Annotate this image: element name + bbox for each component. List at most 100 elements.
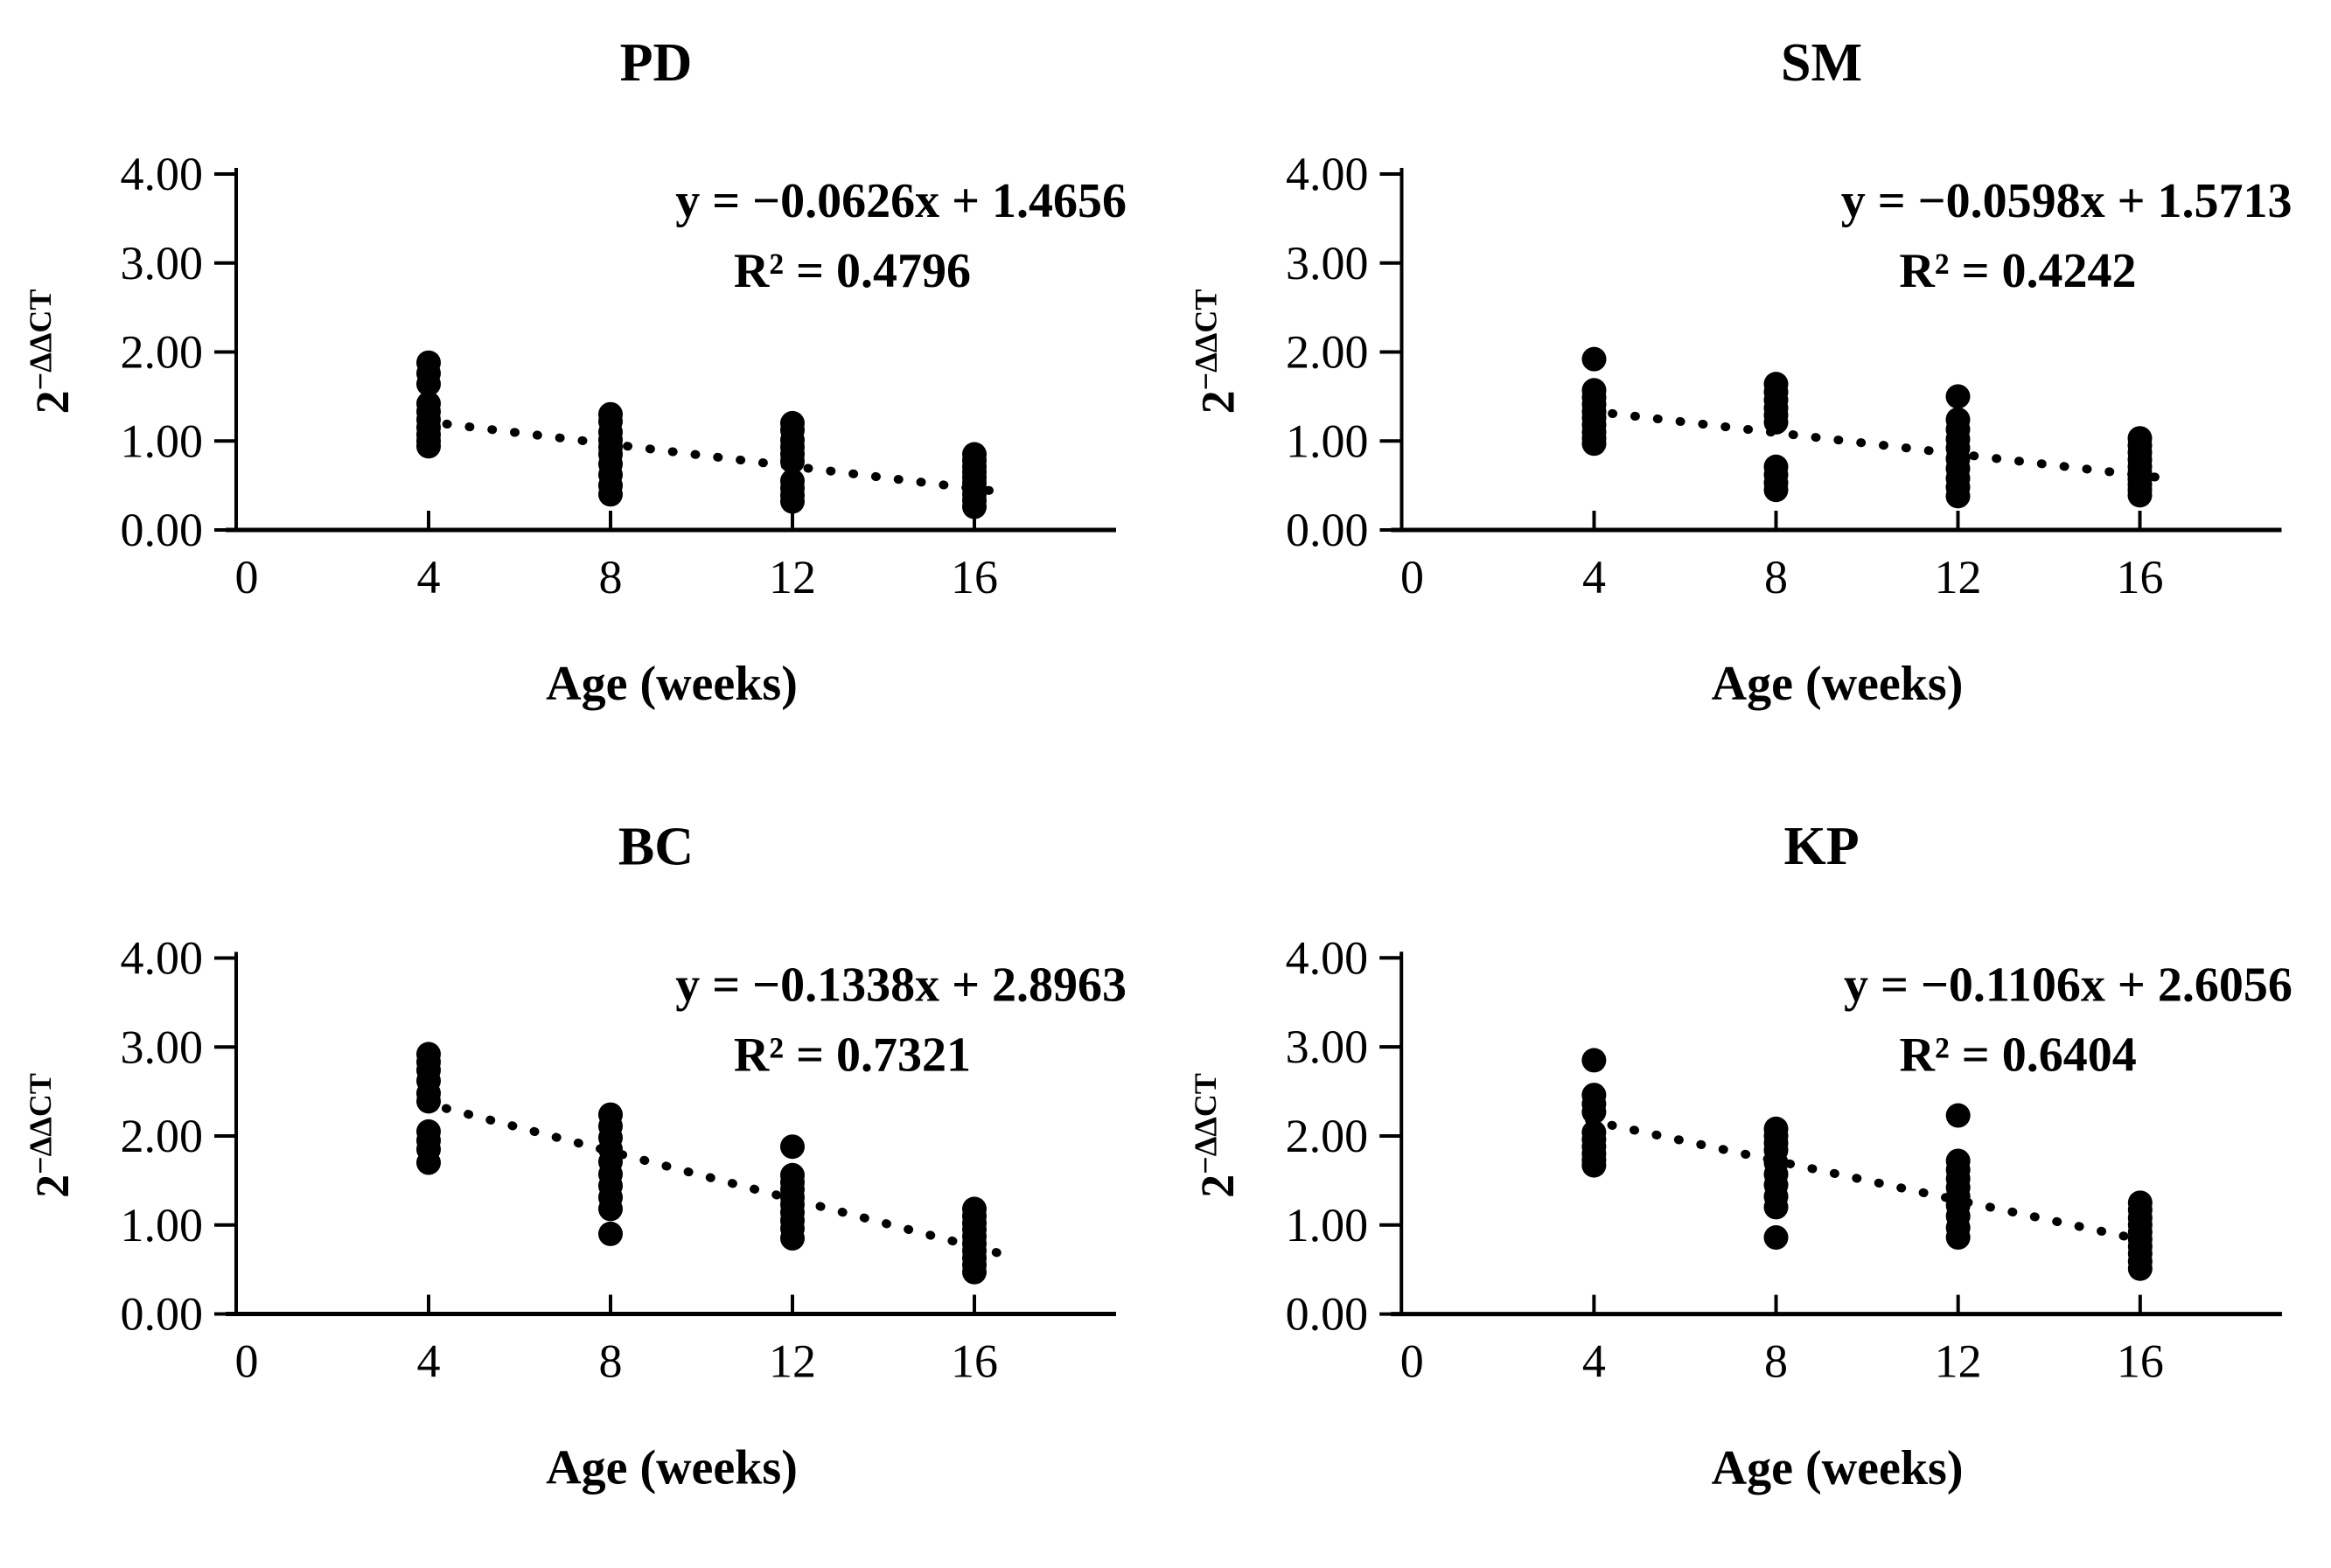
y-axis-title-base: 2 bbox=[1192, 390, 1245, 414]
data-point bbox=[1581, 1099, 1607, 1125]
x-tick-label: 12 bbox=[769, 551, 816, 603]
y-tick-label: 4.00 bbox=[1286, 931, 1369, 984]
data-point bbox=[1945, 484, 1971, 509]
x-axis-title: Age (weeks) bbox=[1712, 1441, 1964, 1495]
y-axis-title: 2−ΔΔCT bbox=[1189, 289, 1245, 415]
y-axis-title-superscript: −ΔΔCT bbox=[1189, 289, 1224, 391]
chart-panel-sm: SM y = −0.0598x + 1.5713 R² = 0.4242 0.00 1.… bbox=[1165, 0, 2331, 784]
data-point bbox=[1581, 1153, 1607, 1178]
equation-label: y = −0.1106x + 2.6056 bbox=[1844, 958, 2293, 1012]
x-tick-label: 8 bbox=[1764, 1335, 1788, 1388]
scatter-chart-pd: PD y = −0.0626x + 1.4656 R² = 0.4796 0.00 1.… bbox=[23, 33, 1127, 711]
y-tick-label: 0.00 bbox=[121, 504, 204, 556]
data-point bbox=[962, 494, 987, 519]
y-axis-title: 2−ΔΔCT bbox=[1188, 1073, 1244, 1198]
y-axis-title-base: 2 bbox=[26, 390, 79, 414]
chart-title: KP bbox=[1783, 817, 1859, 876]
y-axis-title-base: 2 bbox=[1191, 1174, 1244, 1198]
data-point bbox=[1763, 1195, 1789, 1220]
x-axis-title: Age (weeks) bbox=[1712, 657, 1964, 711]
x-tick-label: 16 bbox=[2117, 1335, 2164, 1388]
x-tick-label: 12 bbox=[1935, 551, 1982, 603]
y-axis-title-superscript: −ΔΔCT bbox=[23, 289, 58, 391]
data-point bbox=[1581, 431, 1607, 456]
y-tick-label: 1.00 bbox=[1286, 1199, 1369, 1251]
y-tick-label: 1.00 bbox=[121, 1199, 204, 1251]
y-tick-label: 1.00 bbox=[121, 415, 204, 467]
data-point bbox=[598, 482, 623, 507]
y-axis-title: 2−ΔΔCT bbox=[23, 1073, 79, 1198]
y-tick-label: 3.00 bbox=[1286, 1021, 1369, 1073]
data-point bbox=[598, 1221, 623, 1246]
data-point bbox=[780, 449, 805, 474]
chart-title: SM bbox=[1781, 33, 1862, 93]
scatter-chart-sm: SM y = −0.0598x + 1.5713 R² = 0.4242 0.00 1.… bbox=[1189, 33, 2293, 711]
x-tick-label: 0 bbox=[235, 551, 259, 603]
y-tick-label: 4.00 bbox=[121, 148, 204, 200]
r-squared-label: R² = 0.6404 bbox=[1900, 1028, 2137, 1082]
x-tick-label: 16 bbox=[2117, 551, 2164, 603]
x-tick-label: 12 bbox=[769, 1335, 816, 1388]
x-axis-title: Age (weeks) bbox=[546, 1441, 798, 1495]
y-tick-label: 2.00 bbox=[121, 1110, 204, 1162]
data-point bbox=[416, 1150, 441, 1175]
data-point bbox=[1581, 1048, 1607, 1073]
equation-label: y = −0.0626x + 1.4656 bbox=[675, 174, 1127, 228]
x-tick-label: 0 bbox=[235, 1335, 259, 1388]
data-point bbox=[1763, 477, 1789, 503]
trend-line bbox=[1585, 406, 2172, 484]
data-point bbox=[1945, 384, 1971, 409]
r-squared-label: R² = 0.4796 bbox=[734, 244, 971, 298]
y-tick-label: 4.00 bbox=[121, 932, 204, 985]
chart-panel-pd: PD y = −0.0626x + 1.4656 R² = 0.4796 0.00 1.… bbox=[0, 0, 1165, 784]
y-tick-label: 2.00 bbox=[121, 326, 204, 379]
data-point bbox=[598, 1196, 623, 1222]
y-axis-title: 2−ΔΔCT bbox=[23, 289, 79, 415]
y-tick-label: 2.00 bbox=[1286, 326, 1369, 379]
data-point bbox=[2127, 1256, 2153, 1281]
r-squared-label: R² = 0.7321 bbox=[734, 1028, 971, 1083]
x-tick-label: 4 bbox=[417, 551, 441, 603]
equation-label: y = −0.1338x + 2.8963 bbox=[675, 958, 1127, 1013]
y-tick-label: 0.00 bbox=[1286, 1288, 1369, 1341]
data-point bbox=[416, 372, 441, 397]
x-tick-label: 16 bbox=[951, 551, 998, 603]
x-tick-label: 0 bbox=[1400, 551, 1424, 603]
y-axis-title-base: 2 bbox=[26, 1174, 79, 1198]
x-tick-label: 16 bbox=[951, 1335, 998, 1388]
y-tick-label: 1.00 bbox=[1286, 415, 1369, 467]
x-tick-label: 8 bbox=[599, 1335, 623, 1388]
chart-panel-kp: KP y = −0.1106x + 2.6056 R² = 0.6404 0.00 1.… bbox=[1165, 784, 2331, 1568]
trend-line bbox=[1585, 1116, 2173, 1251]
x-tick-label: 8 bbox=[599, 551, 623, 603]
x-tick-label: 8 bbox=[1764, 551, 1788, 603]
data-point bbox=[780, 1226, 805, 1251]
y-axis-title-superscript: −ΔΔCT bbox=[1188, 1073, 1223, 1174]
r-squared-label: R² = 0.4242 bbox=[1899, 244, 2136, 298]
data-point bbox=[1581, 346, 1607, 372]
scatter-chart-kp: KP y = −0.1106x + 2.6056 R² = 0.6404 0.00 1.… bbox=[1188, 817, 2293, 1495]
y-tick-label: 3.00 bbox=[1286, 237, 1369, 289]
data-point bbox=[1945, 1225, 1971, 1251]
chart-title: PD bbox=[620, 33, 693, 93]
data-point bbox=[2127, 483, 2153, 508]
y-tick-label: 4.00 bbox=[1286, 148, 1369, 200]
y-axis-title-superscript: −ΔΔCT bbox=[23, 1073, 58, 1174]
data-point bbox=[1763, 409, 1789, 435]
trend-line bbox=[419, 416, 1007, 497]
x-tick-label: 4 bbox=[417, 1335, 441, 1388]
data-point bbox=[1945, 1103, 1971, 1128]
x-axis-title: Age (weeks) bbox=[546, 657, 798, 711]
chart-title: BC bbox=[618, 818, 694, 877]
chart-panel-bc: BC y = −0.1338x + 2.8963 R² = 0.7321 0.00 1.… bbox=[0, 784, 1165, 1568]
trend-line bbox=[419, 1098, 1007, 1258]
data-point bbox=[416, 434, 441, 459]
y-tick-label: 3.00 bbox=[121, 237, 204, 289]
equation-label: y = −0.0598x + 1.5713 bbox=[1841, 174, 2293, 228]
x-tick-label: 12 bbox=[1935, 1335, 1982, 1388]
y-tick-label: 0.00 bbox=[1286, 504, 1369, 556]
scatter-chart-bc: BC y = −0.1338x + 2.8963 R² = 0.7321 0.00 1.… bbox=[23, 818, 1127, 1495]
y-tick-label: 2.00 bbox=[1286, 1110, 1369, 1162]
